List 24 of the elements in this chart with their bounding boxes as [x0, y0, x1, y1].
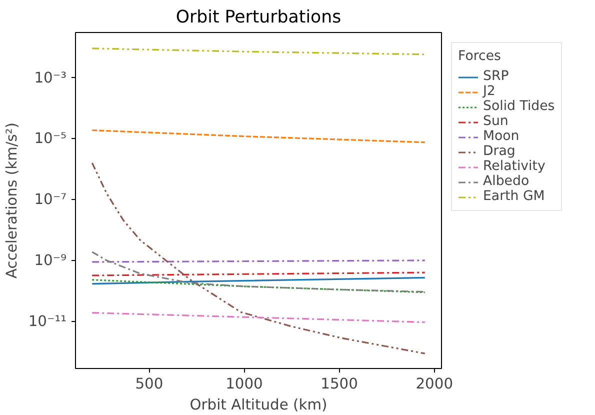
legend-label: Moon [483, 129, 520, 144]
legend-label: Albedo [483, 174, 530, 189]
legend-title: Forces [458, 49, 502, 64]
x-tick-label: 1000 [226, 376, 263, 392]
chart-title: Orbit Perturbations [176, 8, 342, 28]
y-axis-title: Accelerations (km/s²) [3, 122, 20, 279]
legend-label: Drag [483, 144, 516, 159]
legend-label: Relativity [483, 159, 546, 174]
legend-label: J2 [483, 84, 496, 99]
x-tick-label: 2000 [416, 376, 454, 392]
legend-label: Earth GM [483, 189, 545, 204]
x-axis-title: Orbit Altitude (km) [190, 396, 328, 414]
x-tick-label: 500 [135, 376, 164, 392]
line-series [91, 162, 426, 354]
y-tick-label: 10⁻⁷ [34, 191, 67, 208]
legend-label: SRP [483, 69, 509, 84]
x-tick-label: 1500 [320, 376, 358, 392]
y-tick-label: 10⁻¹¹ [28, 312, 67, 330]
y-tick-label: 10⁻³ [34, 69, 67, 86]
y-tick-label: 10⁻⁵ [34, 130, 67, 148]
legend-label: Solid Tides [483, 99, 555, 114]
legend-label: Sun [483, 114, 508, 129]
line-series [91, 251, 426, 293]
y-tick-label: 10⁻⁹ [34, 252, 67, 269]
